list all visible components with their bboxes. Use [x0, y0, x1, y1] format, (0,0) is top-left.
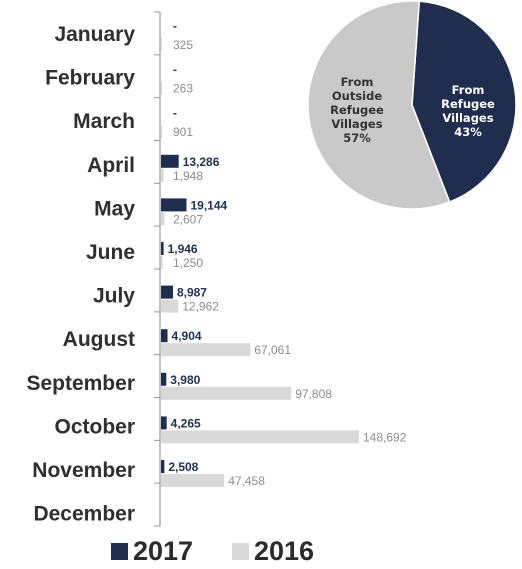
bar-2017: [161, 198, 187, 212]
data-label-2016: 97,808: [295, 387, 332, 401]
pie-slice: [307, 0, 451, 210]
pie-chart: From Refugee Villages 43% From Outside Refugee…: [307, 0, 517, 210]
data-label-2017: -: [173, 19, 177, 33]
legend: 2017 2016: [111, 536, 314, 566]
bar-2017: [161, 460, 165, 473]
category-label: December: [33, 503, 135, 526]
category-label: February: [45, 67, 135, 90]
bar-2016: [161, 81, 162, 95]
data-label-2017: 8,987: [177, 286, 207, 300]
bar-2016: [161, 299, 179, 313]
data-label-2017: 19,144: [190, 198, 227, 212]
category-label: August: [63, 328, 135, 351]
bar-2017: [161, 242, 164, 255]
data-label-2017: 1,946: [168, 242, 198, 256]
data-label-2016: 12,962: [182, 300, 219, 314]
category-label: September: [26, 372, 135, 395]
pie-slice-label: From Refugee Villages 43%: [441, 83, 495, 139]
bar-chart: January - 325 February - 263 March - 901 April 13,…: [26, 11, 407, 527]
data-label-2016: 2,607: [173, 212, 203, 226]
bar-2016: [161, 474, 225, 487]
data-label-2017: -: [173, 106, 177, 120]
bar-2017: [161, 329, 168, 343]
data-label-2016: 148,692: [363, 430, 407, 444]
bar-2016: [161, 386, 292, 400]
bar-2016: [161, 430, 359, 444]
bar-2016: [161, 256, 163, 269]
bar-2017: [161, 154, 179, 168]
bar-2017: [161, 372, 167, 386]
category-label: January: [54, 23, 135, 46]
category-label: October: [54, 415, 135, 438]
data-label-2016: 263: [173, 82, 193, 96]
bar-2016: [161, 38, 162, 51]
legend-label: 2016: [254, 536, 314, 566]
bar-2016: [161, 168, 164, 182]
data-label-2016: 1,250: [173, 256, 203, 270]
pie-slice-label: From Outside Refugee Villages 57%: [330, 75, 384, 145]
bar-2017: [161, 285, 173, 299]
bar-2017: [161, 416, 167, 430]
data-label-2016: 901: [173, 125, 193, 139]
data-label-2017: 2,508: [168, 460, 198, 474]
bar-2016: [161, 212, 165, 226]
legend-swatch: [111, 543, 128, 560]
category-label: March: [73, 110, 135, 133]
category-label: November: [32, 459, 135, 482]
legend-label: 2017: [133, 536, 193, 566]
data-label-2016: 47,458: [228, 474, 265, 488]
category-label: May: [94, 197, 135, 220]
data-label-2016: 1,948: [173, 169, 203, 183]
category-label: July: [93, 285, 135, 308]
data-label-2016: 67,061: [254, 343, 291, 357]
category-label: June: [86, 241, 135, 264]
data-label-2017: -: [173, 63, 177, 77]
data-label-2017: 4,265: [171, 416, 201, 430]
bar-2016: [161, 125, 163, 139]
data-label-2017: 3,980: [170, 373, 200, 387]
legend-swatch: [232, 543, 249, 560]
data-label-2017: 13,286: [183, 155, 220, 169]
data-label-2016: 325: [173, 38, 193, 52]
category-label: April: [87, 154, 135, 177]
data-label-2017: 4,904: [172, 329, 202, 343]
pie-slice: [411, 0, 517, 203]
bar-2016: [161, 343, 251, 357]
